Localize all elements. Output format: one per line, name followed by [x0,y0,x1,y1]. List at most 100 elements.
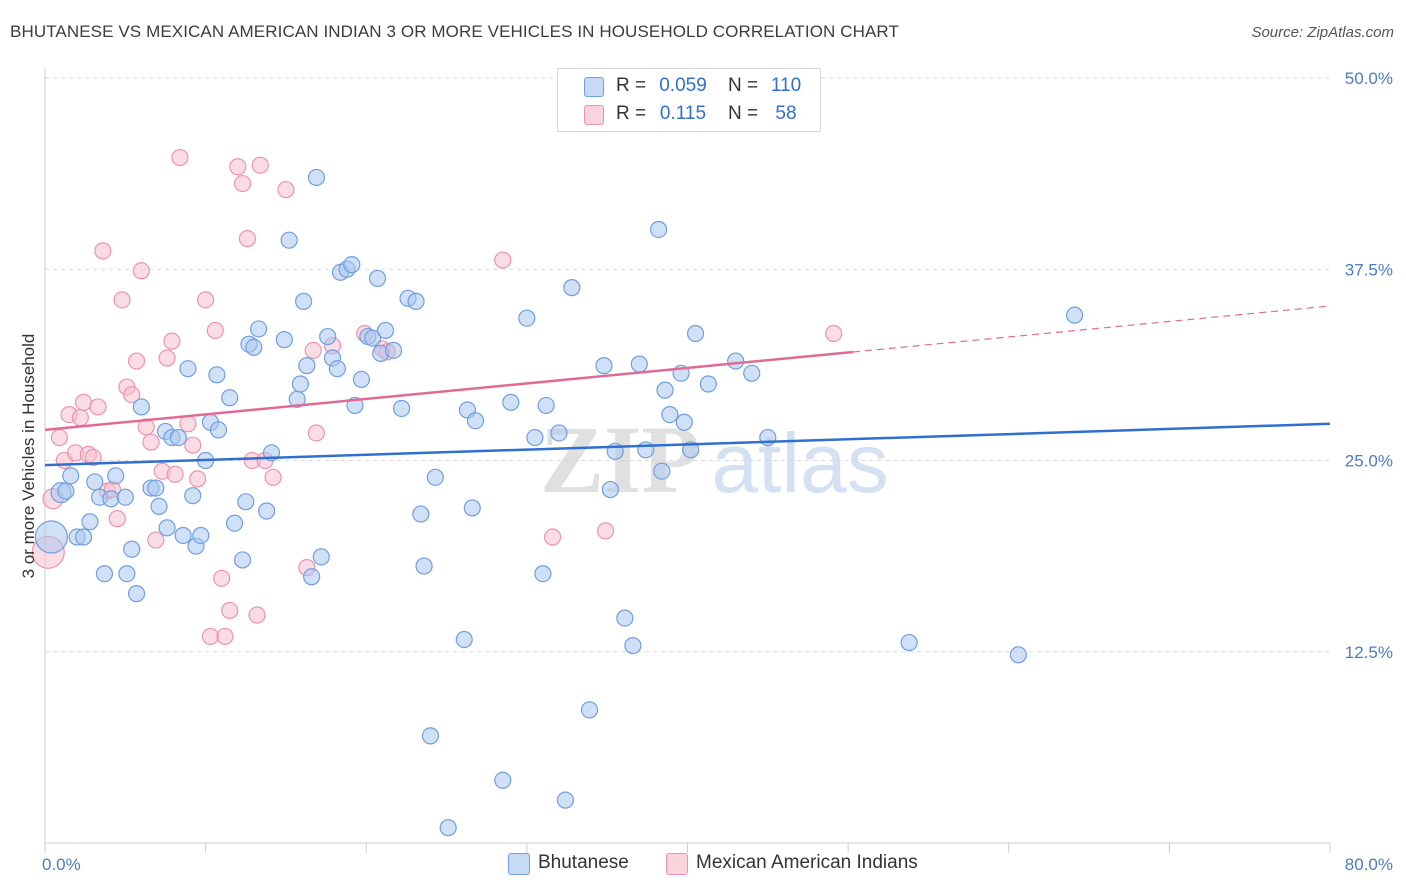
point-mexican-american-indians [163,332,181,350]
point-bhutanese [630,355,648,373]
watermark-zip: ZIP [540,406,700,513]
point-bhutanese [192,526,210,545]
point-mexican-american-indians [264,468,282,486]
legend-r-label: R = [616,103,647,124]
point-bhutanese [132,398,150,416]
point-bhutanese [118,565,136,583]
point-bhutanese [743,364,761,382]
point-bhutanese [727,352,745,370]
point-bhutanese [900,633,918,652]
point-bhutanese [1009,646,1027,664]
point-bhutanese [616,609,634,627]
point-bhutanese [415,557,433,575]
legend-label: Mexican American Indians [696,852,918,873]
point-bhutanese [86,473,104,491]
source-credit: Source: ZipAtlas.com [1251,24,1394,41]
point-bhutanese [225,514,244,532]
y-tick-label: 25.0% [1345,452,1393,471]
point-mexican-american-indians [543,528,562,546]
point-mexican-american-indians [229,158,247,176]
point-bhutanese [421,727,440,745]
trend-line-mexican-american-indians-extension [852,305,1331,353]
point-bhutanese [526,428,544,447]
point-mexican-american-indians [197,291,215,309]
point-bhutanese [649,220,668,239]
point-mexican-american-indians [89,398,107,416]
point-mexican-american-indians [184,436,202,454]
point-bhutanese [1066,306,1084,324]
point-mexican-american-indians [221,601,239,620]
point-bhutanese [209,421,228,439]
legend-r-label: R = [616,75,647,96]
chart-title: BHUTANESE VS MEXICAN AMERICAN INDIAN 3 O… [10,22,899,41]
point-bhutanese [102,490,120,508]
point-mexican-american-indians [127,352,146,370]
point-bhutanese [466,412,485,430]
point-bhutanese [661,406,679,424]
point-bhutanese [184,487,202,505]
point-bhutanese [580,701,599,719]
legend-n-label: N = [728,103,759,124]
point-mexican-american-indians [179,415,197,433]
point-bhutanese [158,519,176,537]
point-mexican-american-indians [132,262,150,280]
point-mexican-american-indians [233,174,252,193]
point-mexican-american-indians [238,230,256,248]
point-bhutanese [237,493,255,511]
point-bhutanese [95,565,114,583]
tick-labels: 12.5% 25.0% 37.5% 50.0% 0.0% 80.0% [42,69,1393,874]
point-bhutanese [376,321,395,340]
point-bhutanese [312,548,330,566]
point-bhutanese [392,399,411,418]
trend-line-bhutanese [44,422,1331,467]
point-bhutanese [179,360,197,378]
watermark-atlas: atlas [711,416,888,510]
legend-r-value: 0.115 [659,103,707,124]
series-mexican-american-indians [31,148,843,646]
point-bhutanese [208,366,226,384]
point-mexican-american-indians [113,291,131,309]
point-mexican-american-indians [213,569,231,587]
stats-legend: R = 0.059 N = 110 R = 0.115 N = 58 [557,68,821,132]
point-bhutanese [455,630,473,649]
point-bhutanese [295,292,313,310]
y-tick-label: 37.5% [1345,260,1393,279]
point-mexican-american-indians [216,627,234,646]
point-bhutanese [682,441,700,459]
point-bhutanese [653,462,671,480]
point-bhutanese [169,428,187,447]
point-bhutanese [407,292,425,310]
point-bhutanese [463,499,481,517]
point-bhutanese [81,513,99,531]
legend-n-value: 58 [775,103,797,124]
point-mexican-american-indians [307,424,326,442]
point-bhutanese [595,357,613,375]
point-mexican-american-indians [94,242,112,260]
point-bhutanese [550,424,568,442]
point-bhutanese [298,357,316,375]
point-bhutanese [601,480,620,499]
point-bhutanese [291,375,309,393]
point-bhutanese [250,320,268,338]
point-mexican-american-indians [123,386,141,404]
point-mexican-american-indians [74,393,93,411]
point-mexican-american-indians [825,324,843,343]
point-mexican-american-indians [248,606,266,624]
legend-label: Bhutanese [538,852,629,873]
point-bhutanese [556,791,575,809]
point-mexican-american-indians [171,148,189,167]
point-bhutanese [439,819,457,837]
legend-n-value: 110 [770,75,802,96]
point-bhutanese [275,331,293,349]
point-mexican-american-indians [277,181,295,199]
point-bhutanese [368,269,387,288]
point-mexican-american-indians [147,531,165,549]
trend-line-mexican-american-indians [44,350,854,432]
point-mexican-american-indians [251,156,269,174]
point-mexican-american-indians [108,510,126,528]
series-bhutanese [34,168,1084,837]
legend-n-label: N = [728,75,759,96]
point-bhutanese [174,526,192,545]
point-bhutanese [147,479,165,497]
point-bhutanese [624,637,642,655]
